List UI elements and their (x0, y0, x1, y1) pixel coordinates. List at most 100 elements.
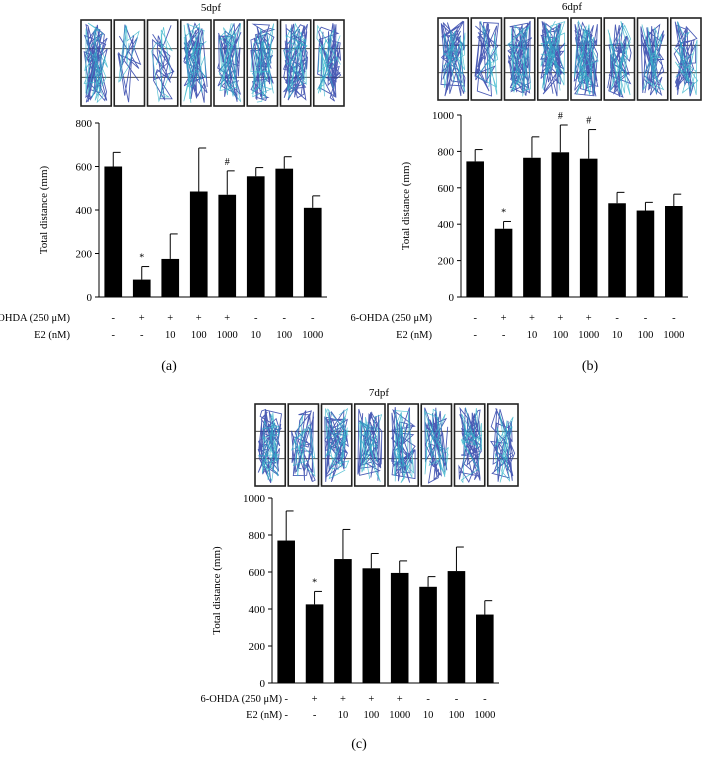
swim-track-secondary (358, 414, 383, 482)
chart-title: 7dpf (369, 387, 390, 399)
swim-track-secondary (424, 408, 449, 478)
swim-track (507, 20, 533, 96)
table-cell-6ohda: + (586, 313, 592, 324)
table-cell-e2: 100 (552, 330, 568, 341)
swim-track-secondary (460, 407, 483, 484)
swim-track-secondary (506, 24, 531, 97)
table-cell-e2: 1000 (389, 710, 410, 721)
table-cell-6ohda: - (483, 694, 487, 705)
chart-panel-2: 6dpf 0 200 400 600 800 1000 Total distance (mm)… (351, 1, 702, 374)
table-cell-6ohda: - (455, 694, 459, 705)
swim-track-secondary (476, 21, 498, 95)
row-label-6ohda: 6-OHDA (250 μM) (0, 313, 70, 324)
panel-label: (c) (351, 737, 367, 752)
table-cell-6ohda: + (167, 313, 173, 324)
y-tick-label: 400 (249, 604, 266, 616)
bar (246, 176, 265, 297)
bar (303, 207, 322, 297)
bar (419, 586, 437, 683)
swim-track (490, 408, 516, 482)
table-cell-6ohda: + (196, 313, 202, 324)
chart-panel-1: 5dpf 0 200 400 600 800 Total distance (mm) - - * +… (0, 2, 345, 374)
table-cell-6ohda: + (557, 313, 563, 324)
row-label-e2: E2 (nM) (34, 330, 70, 341)
bar (608, 203, 626, 297)
swim-track (458, 406, 482, 484)
table-cell-6ohda: - (283, 313, 287, 324)
table-cell-e2: 10 (338, 710, 349, 721)
swim-track-secondary (183, 22, 207, 103)
bar (104, 166, 123, 297)
swim-track-secondary (118, 25, 140, 83)
swim-track-secondary (291, 414, 316, 477)
table-cell-e2: 1000 (578, 330, 599, 341)
table-cell-e2: 10 (612, 330, 623, 341)
bar (277, 540, 295, 683)
bar (579, 158, 598, 297)
swim-track-secondary (250, 23, 275, 103)
y-tick-label: 800 (438, 146, 455, 158)
table-cell-e2: 1000 (663, 330, 684, 341)
swim-track (607, 22, 632, 98)
bar (218, 194, 237, 297)
table-cell-e2: 10 (423, 710, 434, 721)
bar (132, 279, 151, 297)
table-cell-e2: 100 (449, 710, 465, 721)
panel-label: (b) (582, 359, 599, 374)
y-tick-label: 800 (249, 530, 266, 542)
swim-track-secondary (257, 412, 280, 483)
table-cell-6ohda: + (397, 694, 403, 705)
table-cell-6ohda: - (311, 313, 315, 324)
table-cell-e2: 10 (251, 330, 262, 341)
swim-track-secondary (324, 407, 350, 480)
table-cell-e2: 100 (363, 710, 379, 721)
swim-track-secondary (641, 24, 665, 94)
swim-track-secondary (540, 20, 566, 91)
table-cell-e2: 1000 (217, 330, 238, 341)
swim-track-secondary (316, 24, 341, 97)
y-tick-label: 600 (249, 567, 266, 579)
table-cell-6ohda: + (139, 313, 145, 324)
swim-track (152, 25, 175, 101)
table-cell-6ohda: - (615, 313, 619, 324)
significance-mark: * (312, 577, 317, 588)
y-tick-label: 400 (438, 219, 455, 231)
y-tick-label: 400 (76, 205, 93, 217)
swim-track-secondary (607, 21, 631, 96)
table-cell-e2: - (140, 330, 144, 341)
table-cell-6ohda: - (112, 313, 116, 324)
bar (161, 258, 180, 297)
swim-track-secondary (674, 21, 699, 95)
bar (275, 168, 294, 297)
bar (362, 568, 381, 683)
bar (189, 191, 208, 297)
chart-panel-3: 7dpf 0 200 400 600 800 1000 Total distance (mm)… (201, 387, 519, 752)
swim-track-secondary (573, 19, 599, 95)
swim-track-secondary (283, 22, 308, 99)
table-cell-6ohda: + (224, 313, 230, 324)
bar (476, 614, 494, 683)
row-label-e2: E2 (nM) (396, 330, 432, 341)
row-label-6ohda: 6-OHDA (250 μM) (201, 694, 283, 705)
table-cell-e2: - (284, 710, 288, 721)
y-tick-label: 200 (249, 641, 266, 653)
significance-mark: * (139, 253, 144, 264)
table-cell-6ohda: + (312, 694, 318, 705)
y-tick-label: 600 (76, 162, 93, 174)
table-cell-e2: - (112, 330, 116, 341)
table-cell-6ohda: + (501, 313, 507, 324)
table-cell-e2: 100 (191, 330, 207, 341)
y-tick-label: 1000 (432, 110, 455, 122)
y-tick-label: 200 (438, 256, 455, 268)
table-cell-e2: 10 (165, 330, 176, 341)
swim-track (117, 24, 142, 103)
bar (551, 152, 570, 297)
significance-mark: # (225, 157, 230, 168)
table-cell-6ohda: - (426, 694, 430, 705)
y-tick-label: 600 (438, 183, 455, 195)
bar (334, 559, 352, 683)
bar (447, 571, 466, 683)
table-cell-6ohda: - (644, 313, 648, 324)
swim-track (83, 23, 108, 103)
y-tick-label: 1000 (243, 493, 266, 505)
